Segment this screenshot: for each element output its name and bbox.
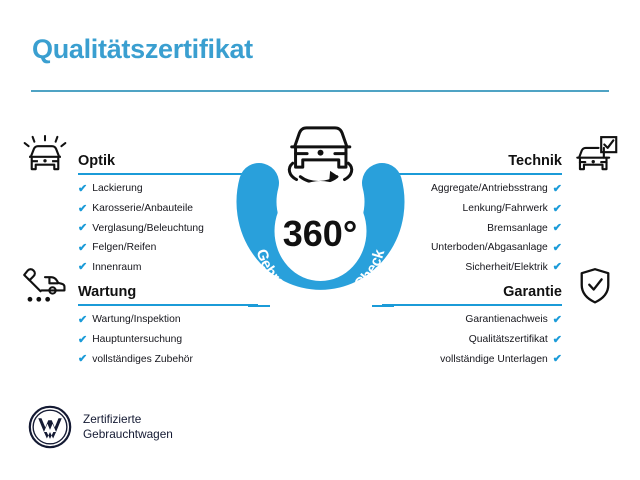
list-item-label: Hauptuntersuchung [92,333,183,345]
car-shine-icon [23,135,67,171]
check-icon: ✔ [78,241,88,254]
check-icon: ✔ [552,261,562,274]
car-wrench-icon [23,268,66,302]
list-item: vollständige Unterlagen ✔ [382,354,562,374]
check-list-wartung: ✔ Wartung/Inspektion ✔ Hauptuntersuchung… [22,315,258,374]
list-item: ✔ Wartung/Inspektion [78,315,258,335]
list-item-label: Felgen/Reifen [92,242,157,254]
list-item-label: Innenraum [92,261,142,273]
check-icon: ✔ [552,183,562,195]
badge-360-gebrauchtwagen-check: 360° Gebrauchtwagen-Check [233,113,408,313]
check-icon: ✔ [78,202,88,215]
check-icon: ✔ [552,333,562,346]
badge-inner-disc [274,181,367,281]
list-item: ✔ Verglasung/Beleuchtung [78,223,258,243]
section-underline-wartung [78,304,258,306]
check-icon: ✔ [552,241,562,254]
list-item: ✔ Karosserie/Anbauteile [78,202,258,224]
section-wartung: Wartung ✔ Wartung/Inspektion ✔ Hauptunte… [22,262,258,374]
list-item-label: Karosserie/Anbauteile [92,202,193,214]
list-item: ✔ Lackierung [78,184,258,204]
section-title-technik: Technik [508,153,562,170]
title-divider [31,90,609,92]
section-title-wartung: Wartung [78,284,137,301]
connector-line-wartung [248,305,270,307]
check-icon: ✔ [552,314,562,326]
list-item: ✔ Felgen/Reifen [78,241,258,263]
section-garantie: Garantie Garantienachweis ✔ Qualitätszer… [382,262,618,374]
list-item: Garantienachweis ✔ [382,315,562,335]
car-rotate-icon [287,126,354,184]
footer-branding: Zertifizierte Gebrauchtwagen [28,405,173,449]
list-item: Bremsanlage ✔ [382,223,562,243]
check-icon: ✔ [78,222,88,235]
check-icon: ✔ [552,353,562,366]
list-item-label: Aggregate/Antriebsstrang [431,183,548,195]
list-item: Lenkung/Fahrwerk ✔ [382,202,563,224]
list-item-label: Lackierung [92,183,143,195]
list-item-label: Lenkung/Fahrwerk [462,202,548,214]
list-item-label: Unterboden/Abgasanlage [430,242,548,254]
check-icon: ✔ [552,202,562,215]
list-item: ✔ vollständiges Zubehör [78,354,258,374]
check-icon: ✔ [78,183,88,195]
section-underline-garantie [382,304,562,306]
badge-center-label: 360° [283,213,357,254]
list-item: Aggregate/Antriebsstrang ✔ [382,184,562,204]
list-item: Sicherheit/Elektrik ✔ [382,262,562,282]
section-technik: Technik Aggregate/Antriebsstrang ✔ Lenku… [382,131,618,282]
check-list-garantie: Garantienachweis ✔ Qualitätszertifikat ✔… [382,315,618,374]
check-list-technik: Aggregate/Antriebsstrang ✔ Lenkung/Fahrw… [382,184,618,282]
list-item: Qualitätszertifikat ✔ [382,333,562,355]
car-checkbox-icon [576,136,618,171]
section-optik: Optik ✔ Lackierung ✔ Karosserie/Anbautei… [22,131,258,282]
section-title-garantie: Garantie [503,284,562,301]
section-underline-technik [382,173,562,175]
vw-logo-icon [28,405,72,449]
check-icon: ✔ [78,353,88,366]
page-title: Qualitätszertifikat [32,34,253,64]
list-item-label: Sicherheit/Elektrik [465,261,548,273]
check-icon: ✔ [78,314,88,326]
check-list-optik: ✔ Lackierung ✔ Karosserie/Anbauteile ✔ V… [22,184,258,282]
list-item: ✔ Innenraum [78,262,258,282]
check-icon: ✔ [552,222,562,235]
list-item-label: Wartung/Inspektion [92,314,181,326]
list-item-label: vollständiges Zubehör [92,353,193,365]
section-title-optik: Optik [78,153,116,170]
footer-text: Zertifizierte Gebrauchtwagen [83,411,173,441]
list-item: ✔ Hauptuntersuchung [78,333,258,355]
list-item: Unterboden/Abgasanlage ✔ [382,241,562,263]
list-item-label: Bremsanlage [487,222,548,234]
check-icon: ✔ [78,261,88,274]
list-item-label: vollständige Unterlagen [440,353,548,365]
check-icon: ✔ [78,333,88,346]
shield-check-icon [580,268,610,304]
list-item-label: Qualitätszertifikat [468,333,548,345]
section-underline-optik [78,173,258,175]
list-item-label: Garantienachweis [465,314,548,326]
list-item-label: Verglasung/Beleuchtung [92,222,204,234]
